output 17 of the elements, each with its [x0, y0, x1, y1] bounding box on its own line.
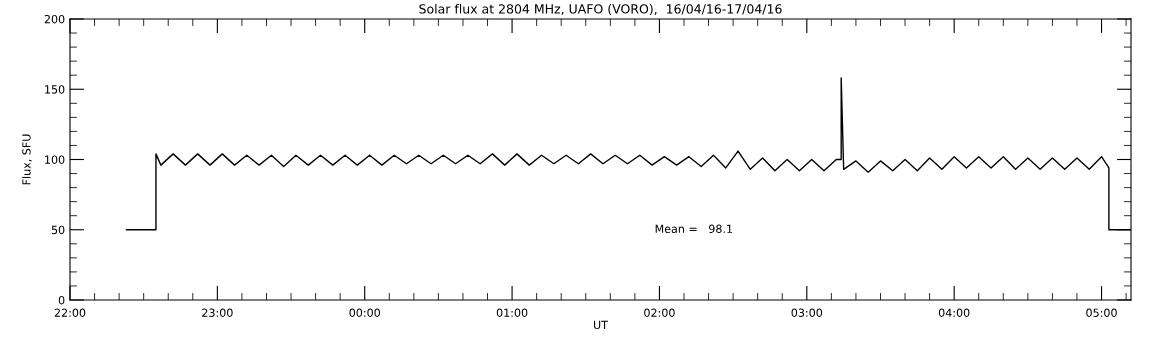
x-tick-label: 04:00 — [938, 308, 970, 317]
x-tick-label: 02:00 — [644, 308, 675, 317]
x-tick-label: 01:00 — [496, 308, 528, 317]
y-tick-label: 0 — [58, 295, 65, 305]
y-tick-label: 150 — [45, 85, 65, 94]
annotation: Mean = 98.1 — [655, 224, 733, 233]
y-tick-label: 100 — [45, 155, 65, 164]
y-tick-label: 50 — [51, 225, 65, 235]
x-axis-title: UT — [594, 320, 608, 330]
x-tick-label: 22:00 — [54, 308, 86, 317]
x-tick-label: 05:00 — [1086, 308, 1117, 317]
y-tick-label: 200 — [44, 14, 65, 24]
chart-title: Solar flux at 2804 MHz, UAFO (VORO), 16/04/16-17/04/16 — [419, 3, 782, 16]
x-tick-label: 23:00 — [202, 308, 233, 317]
y-axis-title: Flux, SFU — [22, 134, 32, 185]
x-tick-label: 03:00 — [791, 308, 823, 317]
x-tick-label: 00:00 — [349, 308, 380, 317]
